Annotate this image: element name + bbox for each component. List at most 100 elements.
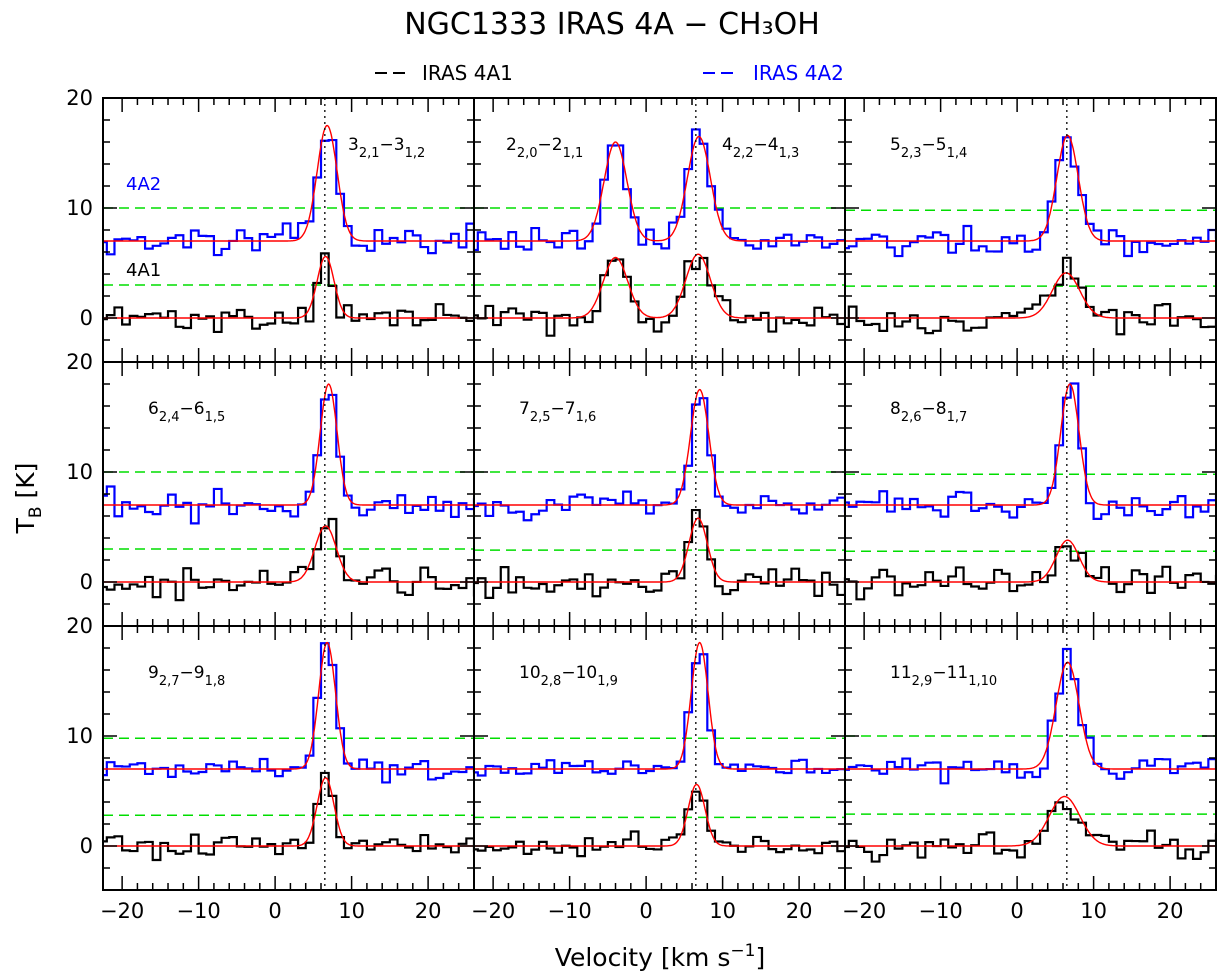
gaussian-fit-4a1	[103, 778, 474, 846]
transition-label-part: 1,10	[968, 674, 997, 689]
x-tick-label: 0	[639, 899, 652, 923]
transition-label: 52,3−51,4	[890, 135, 967, 161]
gaussian-fit-4a1	[845, 273, 1216, 318]
x-tick-label: −10	[176, 899, 220, 923]
transition-label-part: 8	[890, 399, 901, 419]
panel-6: 82,6−81,7	[841, 362, 1222, 626]
transition-label: 72,5−71,6	[519, 399, 596, 425]
transition-label-part: 1,3	[779, 146, 800, 161]
spectrum-4a2	[841, 137, 1222, 256]
spectrum-4a1	[470, 510, 852, 598]
transition-label: 62,4−61,5	[148, 399, 225, 425]
transition-label-part: 1,1	[563, 146, 584, 161]
legend-label-4a2: IRAS 4A2	[753, 61, 844, 85]
y-tick-label: 10	[66, 196, 93, 220]
x-tick-label: 0	[268, 899, 281, 923]
transition-label: 102,8−101,9	[519, 663, 618, 689]
spectrum-4a1	[470, 258, 852, 336]
y-tick-label: 10	[66, 460, 93, 484]
transition-label-part: 1,7	[947, 410, 968, 425]
panel-2: 22,0−21,1 42,2−41,3	[470, 98, 852, 362]
transition-label-part: 1,8	[205, 674, 226, 689]
transition-label-part: 9	[148, 663, 159, 683]
panel-4: 0 10 20 62,4−61,5	[66, 350, 481, 626]
source-label-4a1: 4A1	[126, 260, 161, 281]
transition-label-part: 2,0	[517, 146, 538, 161]
transition-label: 92,7−91,8	[148, 663, 225, 689]
transition-label-part: −3	[380, 135, 405, 155]
transition-label: 112,9−111,10	[890, 663, 997, 689]
panel-3: 52,3−51,4	[841, 98, 1222, 362]
x-tick-label: 20	[415, 899, 442, 923]
transition-label: 22,0−21,1	[506, 135, 583, 161]
transition-label-part: −2	[538, 135, 563, 155]
spectrum-4a1	[841, 258, 1222, 334]
gaussian-fit-4a2	[474, 643, 845, 769]
x-axis-label: Velocity [km s−1]	[555, 941, 765, 972]
transition-label-part: 4	[722, 135, 733, 155]
figure-title: NGC1333 IRAS 4A − CH₃OH	[404, 7, 820, 42]
y-tick-label: 10	[66, 724, 93, 748]
y-tick-label: 0	[80, 306, 93, 330]
x-tick-label: −20	[471, 899, 515, 923]
x-tick-label: −20	[842, 899, 886, 923]
panel-7: 0 10 20 −20 −10 0 10 20 92,7−91,8	[66, 614, 481, 923]
panel-5: 72,5−71,6	[470, 362, 852, 626]
y-tick-label: 0	[80, 570, 93, 594]
source-label-4a2: 4A2	[126, 174, 161, 195]
x-tick-label: −10	[547, 899, 591, 923]
gaussian-fit-4a1	[845, 797, 1216, 847]
y-tick-label: 0	[80, 834, 93, 858]
x-tick-label: 20	[786, 899, 813, 923]
transition-label-part: 1,9	[597, 674, 618, 689]
x-tick-label: 0	[1010, 899, 1023, 923]
x-tick-label: 10	[709, 899, 736, 923]
x-tick-label: 10	[1080, 899, 1107, 923]
transition-label-part: 2,7	[159, 674, 180, 689]
x-tick-label: −20	[100, 899, 144, 923]
transition-label-part: 2,6	[901, 410, 922, 425]
transition-label-part: −4	[754, 135, 779, 155]
y-tick-label: 20	[66, 614, 93, 638]
transition-label-part: 6	[148, 399, 159, 419]
transition-label-part: 2	[506, 135, 517, 155]
transition-label: 32,1−31,2	[348, 135, 425, 161]
gaussian-fit-4a1	[474, 254, 845, 318]
y-tick-label: 20	[66, 350, 93, 374]
transition-label-part: 1,5	[205, 410, 226, 425]
transition-label-part: 2,2	[733, 146, 754, 161]
spectrum-4a1	[841, 802, 1222, 861]
transition-label-part: −9	[180, 663, 205, 683]
transition-label-part: −11	[932, 663, 968, 683]
gaussian-fit-4a2	[103, 643, 474, 769]
transition-label-part: 1,4	[947, 146, 968, 161]
panel-plot-area	[99, 98, 481, 362]
x-tick-label: 10	[338, 899, 365, 923]
y-axis-label: TB [K]	[11, 463, 46, 535]
x-tick-label: 20	[1157, 899, 1184, 923]
transition-label-part: 2,8	[541, 674, 562, 689]
transition-label-part: 5	[890, 135, 901, 155]
transition-label-part: −5	[922, 135, 947, 155]
transition-label-part: 10	[519, 663, 541, 683]
transition-label-part: 2,4	[159, 410, 180, 425]
x-tick-label: −10	[918, 899, 962, 923]
panel-plot-area	[470, 98, 852, 362]
panel-9: −20 −10 0 10 20 112,9−111,10	[841, 626, 1222, 923]
gaussian-fit-4a1	[474, 784, 845, 846]
transition-label-part: −10	[561, 663, 597, 683]
panel-1: 0 10 20 32,1−31,2	[66, 86, 481, 362]
transition-label-part: −6	[180, 399, 205, 419]
transition-label-part: 7	[519, 399, 530, 419]
transition-label-part: 2,9	[912, 674, 933, 689]
transition-label-part: −8	[922, 399, 947, 419]
transition-label-part: 2,5	[530, 410, 551, 425]
spectrum-4a1	[841, 546, 1222, 599]
legend-label-4a1: IRAS 4A1	[422, 61, 513, 85]
transition-label-part: 11	[890, 663, 912, 683]
transition-label-part: 1,2	[405, 146, 426, 161]
spectrum-4a1	[99, 519, 481, 600]
